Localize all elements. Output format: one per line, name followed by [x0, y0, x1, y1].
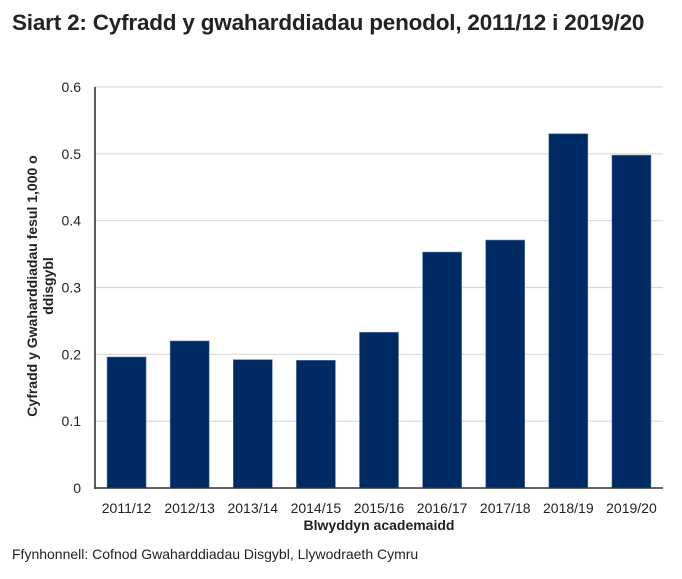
- y-tick-label: 0.3: [62, 280, 82, 296]
- x-tick-label: 2019/20: [606, 500, 657, 516]
- x-tick-label: 2012/13: [164, 500, 215, 516]
- y-axis-label: Cyfradd y Gwaharddiadau fesul 1,000 o ddi…: [24, 155, 56, 416]
- bar: [359, 331, 399, 489]
- bars: [106, 133, 652, 489]
- chart-title: Siart 2: Cyfradd y gwaharddiadau penodol…: [12, 10, 645, 35]
- x-tick-label: 2013/14: [227, 500, 278, 516]
- bar: [548, 133, 589, 489]
- y-axis-label-line: Cyfradd y Gwaharddiadau fesul 1,000 o: [24, 155, 40, 416]
- x-tick-label: 2011/12: [102, 500, 152, 516]
- x-tick-label: 2014/15: [291, 500, 342, 516]
- bar: [296, 360, 336, 489]
- x-tick-label: 2017/18: [480, 500, 531, 516]
- bar: [169, 340, 210, 489]
- x-tick-label: 2018/19: [543, 500, 594, 516]
- source-note: Ffynhonnell: Cofnod Gwaharddiadau Disgyb…: [12, 546, 419, 562]
- y-tick-label: 0.6: [62, 79, 82, 95]
- axes: [94, 87, 663, 489]
- y-tick-label: 0.2: [62, 346, 82, 362]
- bar: [485, 239, 526, 489]
- x-axis-ticks: 2011/12 2012/13 2013/14 2014/15 2015/16 2016/…: [102, 500, 657, 516]
- y-axis-ticks: 0 0.1 0.2 0.3 0.4 0.5 0.6: [62, 79, 82, 496]
- bar: [422, 251, 462, 489]
- x-tick-label: 2016/17: [417, 500, 468, 516]
- x-axis-label: Blwyddyn academaidd: [304, 517, 455, 533]
- y-axis-label-line: ddisgybl: [40, 257, 56, 315]
- x-tick-label: 2015/16: [354, 500, 405, 516]
- bar: [232, 359, 273, 489]
- bar: [106, 356, 147, 489]
- y-tick-label: 0.1: [62, 413, 82, 429]
- y-tick-label: 0.4: [62, 213, 82, 229]
- y-tick-label: 0.5: [62, 146, 82, 162]
- bar: [611, 154, 652, 489]
- y-tick-label: 0: [73, 480, 81, 496]
